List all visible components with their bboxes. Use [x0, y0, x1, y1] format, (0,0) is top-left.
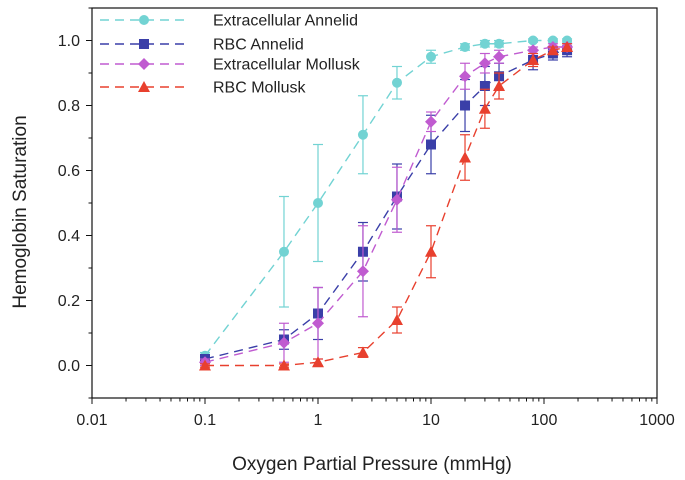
legend-label: Extracellular Mollusk	[213, 57, 361, 74]
y-tick-label: 0.2	[58, 293, 80, 310]
legend-item: Extracellular Annelid	[100, 13, 358, 30]
data-point	[547, 35, 558, 46]
data-point	[425, 245, 437, 257]
legend-label: Extracellular Annelid	[213, 13, 358, 30]
y-tick-label: 1.0	[58, 33, 80, 50]
data-point	[528, 35, 539, 46]
data-point	[277, 359, 290, 371]
data-point	[493, 80, 506, 91]
x-tick-label: 0.01	[76, 412, 107, 429]
data-point	[478, 102, 491, 114]
plot-frame	[91, 7, 658, 399]
axes: 0.01 0.1 1 10 100 1000 0.0 0.2 0.4 0.6 0.8 1.0	[58, 7, 675, 429]
data-point	[562, 35, 573, 46]
data-point	[391, 77, 402, 88]
x-tick-label: 10	[422, 412, 440, 429]
data-point	[390, 193, 403, 206]
legend-marker	[139, 15, 149, 25]
x-tick-label: 1000	[639, 412, 675, 429]
data-point	[426, 139, 436, 150]
x-axis-title: Oxygen Partial Pressure (mmHg)	[232, 454, 512, 475]
data-point	[313, 198, 323, 208]
data-point	[460, 100, 471, 111]
x-tick-label: 1	[314, 412, 323, 429]
y-tick-label: 0.0	[58, 358, 80, 375]
legend-item: RBC Mollusk	[100, 80, 306, 97]
data-point	[493, 50, 506, 63]
legend-marker	[139, 39, 149, 49]
data-point	[390, 314, 403, 325]
data-point	[479, 38, 490, 49]
series-extracellular-mollusk	[199, 41, 574, 369]
series-extracellular-annelid	[200, 35, 573, 361]
series-line	[204, 49, 568, 360]
data-point	[278, 246, 289, 257]
series-line	[205, 46, 568, 367]
legend: Extracellular Annelid RBC Annelid Extracel…	[100, 13, 361, 97]
data-point	[312, 317, 324, 330]
legend-marker	[138, 58, 150, 70]
data-point	[460, 42, 471, 52]
y-tick-label: 0.6	[58, 163, 80, 180]
y-tick-label: 0.8	[58, 98, 80, 115]
legend-label: RBC Annelid	[213, 37, 304, 54]
data-point	[546, 44, 559, 56]
y-tick-label: 0.4	[58, 228, 80, 245]
data-point	[494, 38, 505, 49]
x-tick-label: 0.1	[194, 412, 216, 429]
data-point	[426, 51, 436, 62]
plot-area	[199, 35, 574, 371]
data-point	[356, 346, 369, 358]
legend-item: RBC Annelid	[100, 37, 304, 54]
data-point	[479, 81, 490, 91]
data-point	[199, 359, 211, 371]
data-point	[459, 151, 472, 163]
data-point	[277, 336, 290, 349]
data-point	[357, 129, 368, 140]
data-point	[561, 41, 574, 52]
series-rbc-mollusk	[199, 41, 574, 371]
y-axis-title: Hemoglobin Saturation	[10, 115, 31, 308]
data-point	[527, 54, 540, 65]
x-tick-label: 100	[531, 412, 558, 429]
data-point	[459, 70, 472, 83]
data-point	[425, 115, 437, 128]
legend-item: Extracellular Mollusk	[100, 57, 361, 74]
data-point	[312, 356, 324, 368]
legend-marker	[138, 81, 150, 92]
data-point	[478, 57, 491, 70]
legend-label: RBC Mollusk	[213, 80, 306, 97]
data-point	[356, 265, 369, 278]
